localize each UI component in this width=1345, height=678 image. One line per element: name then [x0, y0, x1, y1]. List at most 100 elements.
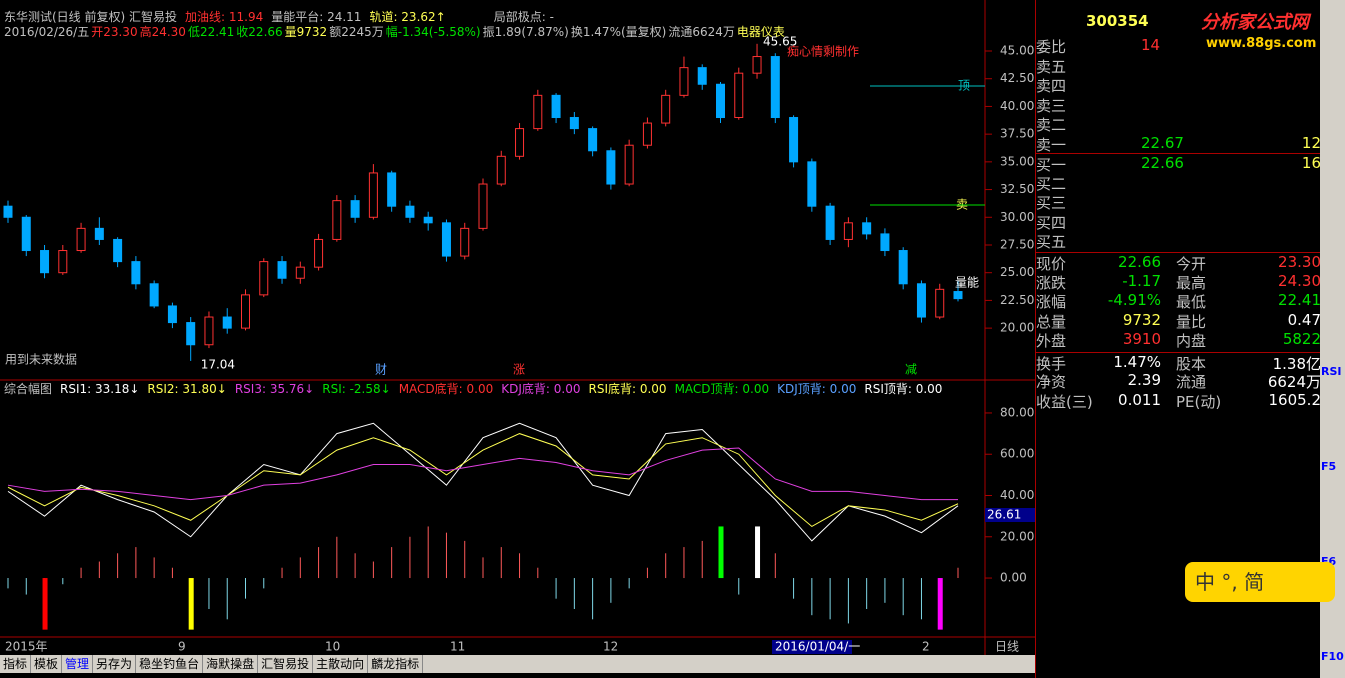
candle-body [862, 222, 872, 235]
candle-body [661, 94, 671, 124]
logo-url: www.88gs.com [1206, 36, 1317, 51]
book-row: 委比 14 [1036, 36, 1321, 56]
tab[interactable]: 指标 [0, 655, 32, 673]
stat-label: 今开 [1176, 255, 1207, 273]
tab[interactable]: 另存为 [93, 655, 137, 673]
y-tick-label: 40.00 [1000, 488, 1034, 502]
stock-code: 300354 [1086, 12, 1149, 30]
candle-body [186, 322, 196, 346]
candle-body [368, 172, 378, 218]
logo: 分析家公式网 [1201, 12, 1309, 33]
indicator-item: RSI2: 31.80↓ [147, 382, 227, 396]
book-label: 买一 [1036, 156, 1067, 174]
candle-body [533, 94, 543, 130]
tab[interactable]: 主散动向 [313, 655, 369, 673]
x-label: 10 [325, 640, 340, 654]
candle-body [167, 305, 177, 324]
book-label: 买四 [1036, 213, 1067, 232]
stat-label: 涨幅 [1036, 293, 1067, 311]
candle-body [606, 150, 616, 185]
value-box [985, 508, 1035, 522]
stat-value: 1605.2 [1268, 390, 1322, 409]
header-item: 量能平台: 24.11 [271, 10, 362, 24]
header-item: 幅-1.34(-5.58%) [385, 25, 481, 39]
indicator-item: KDJ顶背: 0.00 [777, 382, 857, 396]
stat-label: PE(动) [1176, 392, 1222, 411]
candle-body [222, 316, 232, 329]
stat-value: -1.17 [1122, 271, 1161, 290]
header-item: 振1.89(7.87%) [482, 25, 569, 39]
book-label: 卖三 [1036, 96, 1067, 115]
stat-value: 22.66 [1118, 253, 1161, 271]
book-label: 卖四 [1036, 77, 1067, 95]
stat-value: 6624万 [1267, 373, 1321, 391]
x-label: 2 [922, 640, 930, 654]
ime-widget[interactable]: 中 °, 简 [1185, 562, 1335, 602]
candle-body [3, 205, 13, 218]
annotation: 减 [905, 363, 917, 377]
tab[interactable]: 海默操盘 [203, 655, 259, 673]
candle-body [843, 222, 853, 240]
y-tick-label: 80.00 [1000, 405, 1034, 419]
annotation: 45.65 [763, 34, 797, 48]
candle-body [58, 250, 68, 274]
header-item: 轨道: 23.62↑ [369, 10, 446, 24]
annotation: 财 [375, 363, 387, 377]
signal-bar [937, 578, 943, 630]
candle-body [716, 83, 725, 119]
tool-button[interactable]: F10 [1321, 650, 1344, 663]
candle-body [825, 205, 835, 240]
y-tick-label: 22.50 [1000, 293, 1034, 307]
y-tick-label: 40.00 [1000, 99, 1034, 113]
candle-body [642, 122, 652, 146]
y-tick-label: 32.50 [1000, 182, 1034, 196]
candle-body [551, 94, 561, 119]
signal-bar [42, 578, 48, 630]
y-tick-label: 45.00 [1000, 44, 1034, 58]
tool-button[interactable]: F5 [1321, 460, 1337, 473]
x-label: 2016/01/04/一 [775, 640, 860, 654]
header-line: 东华测试(日线 前复权) 汇智易投 加油线: 11.94 量能平台: 24.11 轨道… [4, 8, 562, 25]
tool-button[interactable]: RSI [1321, 365, 1342, 378]
stat-label: 最高 [1176, 273, 1207, 292]
book-label: 卖二 [1036, 116, 1067, 134]
stat-row: 收益(三) 0.011 PE(动) 1605.2 [1036, 390, 1322, 411]
book-label: 卖一 [1036, 135, 1067, 154]
header-item: 收22.66 [236, 25, 283, 39]
candle-body [898, 250, 908, 285]
stat-value: 9732 [1122, 310, 1161, 329]
stat-label: 流通 [1176, 373, 1207, 391]
stat-label: 净资 [1036, 373, 1067, 391]
stat-label: 收益(三) [1036, 392, 1093, 411]
book-row: 买五 [1036, 231, 1321, 251]
stat-label: 涨跌 [1036, 273, 1067, 292]
candle-body [789, 117, 799, 163]
stat-label: 股本 [1176, 354, 1207, 373]
indicator-header: 综合幅图 RSI1: 33.18↓ RSI2: 31.80↓ RSI3: 35.76↓… [4, 380, 950, 397]
book-price: 22.66 [1141, 154, 1184, 172]
candle-body [113, 238, 123, 263]
book-volume: 12 [1301, 133, 1321, 152]
stat-value: 23.30 [1278, 253, 1321, 271]
candle-body [350, 200, 360, 218]
tab[interactable]: 麟龙指标 [368, 655, 424, 673]
candle-body [770, 56, 780, 119]
tab[interactable]: 管理 [62, 655, 94, 673]
book-label: 委比 [1036, 38, 1067, 56]
x-label: 2015年 [5, 640, 48, 654]
book-row: 卖四 [1036, 75, 1321, 95]
candle-body [697, 67, 707, 85]
candle-body [953, 291, 963, 300]
y-tick-label: 20.00 [1000, 529, 1034, 543]
indicator-item: RSI顶背: 0.00 [864, 382, 943, 396]
indicator-line [7, 433, 959, 528]
stat-row: 换手 1.47% 股本 1.38亿 [1036, 351, 1321, 373]
y-tick-label: 27.50 [1000, 237, 1034, 251]
stat-label: 量比 [1176, 312, 1207, 331]
tab[interactable]: 汇智易投 [258, 655, 314, 673]
candle-body [241, 294, 250, 329]
tab[interactable]: 稳坐钓鱼台 [136, 655, 204, 673]
header-item: 开23.30 [91, 25, 138, 39]
candle-body [295, 266, 305, 279]
tab[interactable]: 模板 [31, 655, 63, 673]
